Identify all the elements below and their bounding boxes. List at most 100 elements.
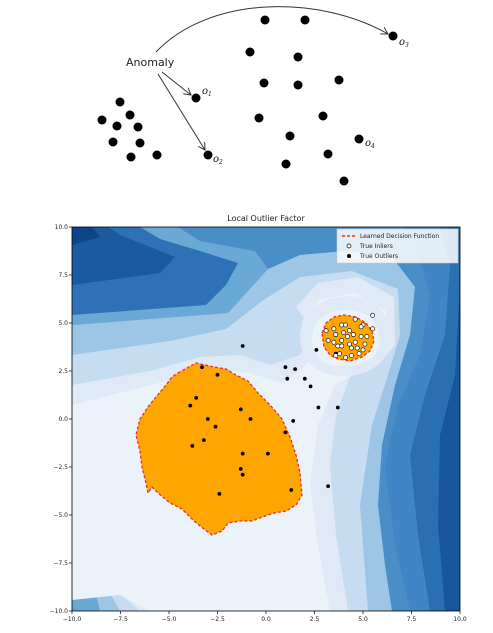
inlier-point [352,339,358,345]
outlier-point [238,467,243,471]
outlier-point [283,430,288,435]
y-tick-label: 0.0 [58,416,68,423]
x-tick-label: −10.0 [63,616,82,623]
inlier-point [341,330,346,335]
inlier-point [370,326,376,332]
inlier-region-large [135,362,303,536]
outlier-point [283,365,288,370]
outlier-point [316,405,321,410]
outlier-o3 [388,31,398,41]
outlier-o1 [191,93,201,103]
y-tick-label: −10.0 [50,608,69,615]
outlier-point [302,376,307,381]
cluster-small [97,97,162,162]
anomaly-label: Anomaly [126,56,175,69]
chart-title: Local Outlier Factor [227,214,305,223]
outlier-point [213,424,218,429]
outlier-o4 [354,134,364,144]
x-axis: −10.0 −7.5 −5.0 −2.5 0.0 2.5 5.0 7.5 10.0 [63,611,467,623]
x-tick-label: −5.0 [162,616,177,623]
outlier-o2 [203,150,213,160]
inlier-point [352,316,358,322]
y-tick-label: 2.5 [58,368,68,375]
legend-inliers-label: True Inliers [359,243,393,250]
inlier-point [358,324,364,330]
outlier-point [217,492,222,496]
outlier-point [194,396,199,400]
y-tick-label: 7.5 [58,272,68,279]
inlier-point [331,326,337,332]
y-axis: 10.0 7.5 5.0 2.5 0.0 −2.5 −5.0 −7.5 −10.0 [50,224,72,615]
inlier-point [362,341,368,347]
legend-outliers-label: True Outliers [359,253,398,260]
inlier-point [354,345,360,351]
inlier-point [333,353,339,358]
outlier-point [202,438,206,442]
inlier-point [348,345,354,351]
inlier-point [343,322,348,328]
contour-background [72,227,460,611]
svg-text:o4: o4 [365,138,375,150]
svg-text:o3: o3 [399,37,409,49]
outlier-point [215,372,220,377]
outlier-point [240,344,245,348]
legend-inliers-swatch [346,243,352,249]
inlier-point [358,333,364,339]
inlier-point [337,351,343,357]
outlier-point [188,403,193,408]
inlier-point [370,312,376,318]
inlier-point [343,355,348,360]
inlier-point [323,328,329,334]
inlier-point [339,343,345,349]
outlier-point [291,419,296,423]
legend: Learned Decision Function True Inliers T… [336,228,459,264]
y-tick-label: 10.0 [55,224,69,231]
inlier-point [346,328,352,334]
x-tick-label: 10.0 [453,616,467,623]
y-tick-label: −2.5 [53,464,68,471]
outlier-point [308,384,313,389]
inlier-point [331,339,337,345]
arrow-to-o3 [155,6,388,53]
inlier-point [333,332,339,337]
inlier-point [325,337,331,343]
inlier-point [350,332,356,337]
outlier-point [205,417,210,421]
x-tick-label: −7.5 [113,616,128,623]
y-tick-label: −5.0 [53,512,68,519]
x-tick-label: −2.5 [210,616,225,623]
svg-text:o2: o2 [213,154,223,166]
x-tick-label: 0.0 [261,616,271,623]
arrow-to-o2 [157,73,205,150]
lof-chart: Local Outlier Factor −10.0 −7.5 −5.0 −2.5 0.… [50,214,467,623]
outlier-point [335,405,340,410]
legend-decision-label: Learned Decision Function [360,233,439,240]
legend-outliers-swatch [347,254,351,258]
outlier-point [240,472,245,477]
outlier-point [266,451,270,456]
inlier-point [360,347,366,353]
x-tick-label: 5.0 [358,616,368,623]
anomaly-illustration: Anomaly o1 o2 o3 o4 [97,6,409,186]
x-tick-label: 2.5 [310,616,320,623]
inlier-point [335,343,341,349]
inlier-point [346,341,352,347]
outlier-point [326,484,330,489]
outlier-point [293,367,297,371]
inlier-point [348,353,354,358]
inlier-point [339,337,345,343]
svg-text:o1: o1 [202,86,212,98]
data-points [188,312,376,496]
x-tick-label: 7.5 [407,616,417,623]
outlier-point [238,407,243,412]
outlier-point [314,348,319,352]
outlier-point [190,444,195,448]
outlier-labels: o1 o2 o3 o4 [202,37,409,166]
y-tick-label: 5.0 [58,320,68,327]
inlier-point [345,333,350,339]
outlier-point [240,451,245,456]
y-tick-label: −7.5 [53,560,68,567]
arrow-to-o1 [161,71,191,95]
inlier-point [356,351,362,357]
outlier-point [248,417,253,421]
